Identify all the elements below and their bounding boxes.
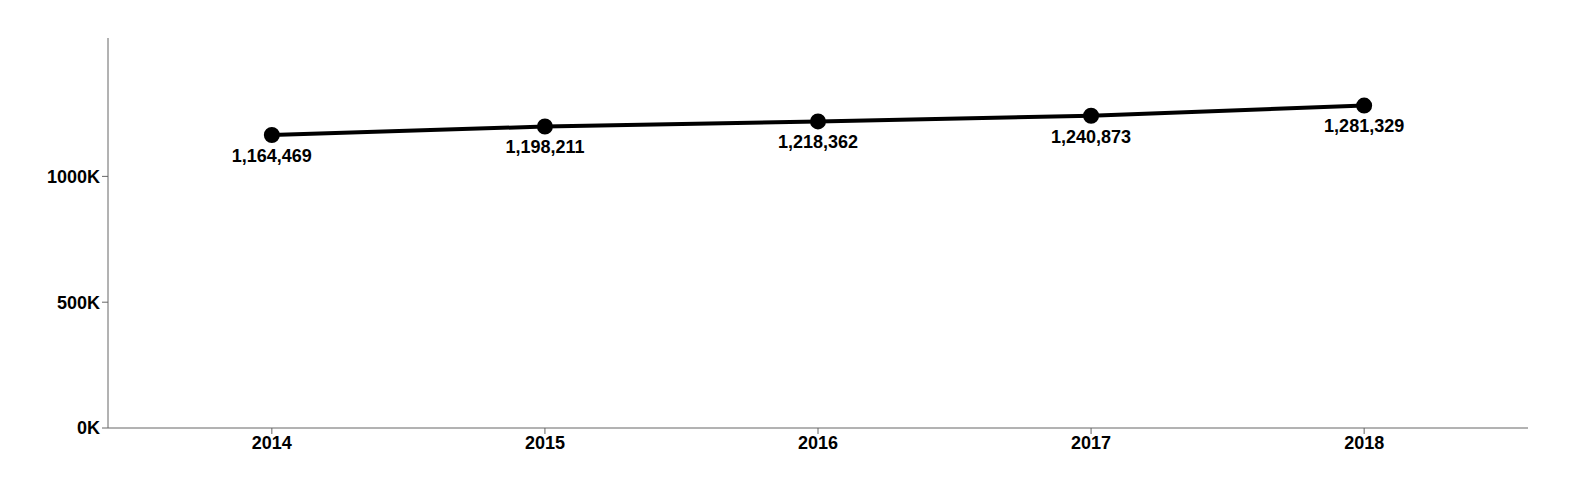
svg-text:500K: 500K bbox=[57, 293, 100, 313]
svg-text:1,198,211: 1,198,211 bbox=[505, 137, 584, 157]
svg-text:2017: 2017 bbox=[1071, 433, 1111, 453]
svg-text:2018: 2018 bbox=[1344, 433, 1384, 453]
svg-text:1,240,873: 1,240,873 bbox=[1051, 127, 1131, 147]
svg-text:1,281,329: 1,281,329 bbox=[1324, 116, 1404, 136]
svg-text:0K: 0K bbox=[77, 418, 100, 438]
svg-text:2014: 2014 bbox=[252, 433, 292, 453]
svg-text:2015: 2015 bbox=[525, 433, 565, 453]
svg-text:1,164,469: 1,164,469 bbox=[232, 146, 312, 166]
svg-text:2016: 2016 bbox=[798, 433, 838, 453]
svg-text:1000K: 1000K bbox=[47, 167, 100, 187]
svg-text:1,218,362: 1,218,362 bbox=[778, 132, 858, 152]
